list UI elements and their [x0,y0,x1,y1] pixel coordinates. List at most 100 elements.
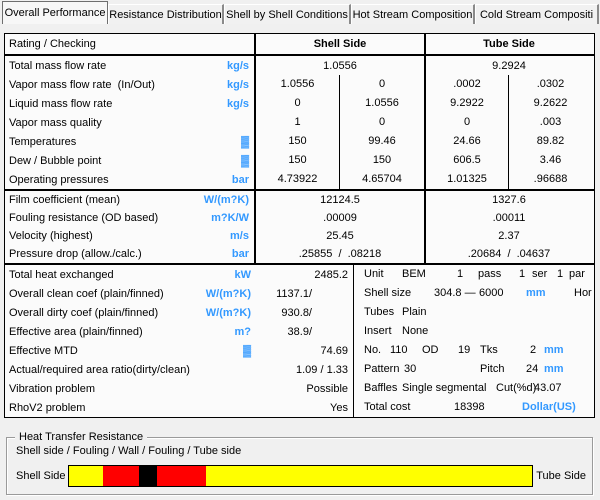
pattern-label: Pattern [364,363,400,375]
cell-value: .003 [539,116,562,128]
table-row: RhoV2 problem Yes [5,398,353,417]
cut-label: Cut(%d) [496,382,537,394]
table-header-row: Rating / Checking Shell Side Tube Side [5,34,594,56]
cell-value: 1.09 / 1.33 [296,363,348,376]
row-unit: bar [231,173,249,186]
tab-label: Hot Stream Composition [352,8,473,21]
tab-hot-stream-composition[interactable]: Hot Stream Composition [351,4,475,24]
row-label: Operating pressures [9,173,109,186]
cell-value: 1 [256,113,340,132]
cell-value: 12124.5 [320,194,360,206]
table-row: Actual/required area ratio(dirty/clean) … [5,360,353,379]
pattern-value: 30 [404,363,417,375]
row-unit: W/(m?K) [203,194,249,206]
header-rating-checking: Rating / Checking [9,38,96,50]
baffles-label: Baffles [364,382,398,394]
tab-label: Shell by Shell Conditions [226,8,348,21]
table-row: Pressure drop (allow./calc.) bar .25855 /… [5,245,594,263]
info-row-baffles: Baffles Single segmental Cut(%d) 43.07 [354,379,594,398]
od-label: OD [422,344,439,356]
cell-value: 930.8/ [281,306,312,319]
group-title: Heat Transfer Resistance [15,430,148,444]
table-row: Overall dirty coef (plain/finned) W/(m?K)… [5,303,353,322]
tubes-label: Tubes [364,306,395,318]
row-unit: kg/s [226,59,249,72]
row-label: Vibration problem [9,382,96,395]
cell-value: .00011 [492,212,526,224]
row-label: Overall dirty coef (plain/finned) [9,306,159,319]
row-unit: m?K/W [211,212,249,224]
unit-label: Unit [364,268,384,280]
parallel-count: 1 [557,268,564,280]
tab-label: Resistance Distribution [109,8,222,21]
cell-value: 1.0556 [365,97,399,109]
cell-value: 0 [378,116,386,128]
row-label: Actual/required area ratio(dirty/clean) [9,363,190,376]
table-row: Vapor mass quality 1 0 0 .003 [5,113,594,132]
tab-shell-by-shell-conditions[interactable]: Shell by Shell Conditions [224,4,351,24]
table-row: Fouling resistance (OD based) m?K/W .0000… [5,209,594,227]
row-label: Total mass flow rate [9,59,107,72]
header-shell-side: Shell Side [313,38,367,50]
cell-value: 150 [372,154,392,166]
thickness-value: 2 [530,344,537,356]
row-unit: kg/s [226,78,249,91]
row-unit: W/(m?K) [205,306,251,319]
info-row-pattern-pitch: Pattern 30 Pitch 24 mm [354,360,594,379]
cell-value: Possible [306,382,348,395]
temperature-unit-icon: ▓ [242,344,251,357]
summary-section: Total heat exchanged kW 2485.2 Overall cl… [5,265,594,417]
pitch-value: 24 [526,363,539,375]
table-row: Effective area (plain/finned) m? 38.9/ [5,322,353,341]
results-tab-bar: Overall Performance Resistance Distribut… [2,1,599,24]
tab-overall-performance[interactable]: Overall Performance [2,1,108,24]
tab-cold-stream-composition[interactable]: Cold Stream Compositi [475,4,599,24]
table-row: Operating pressures bar 4.73922 4.65704 1.… [5,170,594,189]
geometry-info-panel: Unit BEM 1 pass 1 ser 1 par Shell size 3… [354,265,594,417]
series-count: 1 [519,268,526,280]
row-unit: bar [231,248,249,260]
info-row-unit: Unit BEM 1 pass 1 ser 1 par [354,265,594,284]
cell-value: .00009 [323,212,357,224]
cell-value: Yes [330,401,348,414]
info-row-shell-size: Shell size 304.8 — 6000 mm Hor [354,284,594,303]
cell-value: 1.0556 [256,75,340,94]
row-label: RhoV2 problem [9,401,86,414]
table-row: Temperatures ▓ 150 99.46 24.66 89.82 [5,132,594,151]
resistance-segment-tube-side [205,466,533,486]
resistance-segment-shell-fouling [102,466,140,486]
info-row-total-cost: Total cost 18398 Dollar(US) [354,398,594,417]
row-label: Overall clean coef (plain/finned) [9,287,164,300]
cell-value: 4.73922 [256,170,340,189]
row-label: Total heat exchanged [9,268,114,281]
resistance-bar [68,465,534,487]
row-label: Film coefficient (mean) [9,194,121,206]
cell-value: 0 [426,113,509,132]
resistance-segment-tube-fouling [156,466,206,486]
cell-value: 0 [256,94,340,113]
table-row: Total mass flow rate kg/s 1.0556 9.2924 [5,56,594,75]
heat-transfer-resistance-group: Heat Transfer Resistance Shell side / Fo… [6,430,593,495]
row-label: Temperatures [9,135,77,148]
cell-value: 89.82 [536,135,565,147]
tab-label: Cold Stream Compositi [479,8,594,21]
cell-value: 74.69 [320,344,348,357]
cell-value: 1.01325 [426,170,509,189]
tube-side-label: Tube Side [536,470,586,482]
shell-size-label: Shell size [364,287,412,299]
header-tube-side: Tube Side [483,38,535,50]
row-label: Vapor mass quality [9,116,102,129]
total-cost-currency: Dollar(US) [522,401,576,413]
table-row: Liquid mass flow rate kg/s 0 1.0556 9.2922… [5,94,594,113]
passes-count: 1 [457,268,464,280]
table-row: Overall clean coef (plain/finned) W/(m?K)… [5,284,353,303]
cell-value: 1137.1/ [276,287,312,300]
cell-value: .0302 [536,78,565,90]
row-label: Dew / Bubble point [9,154,102,167]
cell-value: .96688 [533,173,568,185]
row-label: Liquid mass flow rate [9,97,113,110]
info-row-tube-dimensions: No. 110 OD 19 Tks 2 mm [354,341,594,360]
table-row: Effective MTD ▓ 74.69 [5,341,353,360]
thickness-label: Tks [480,344,498,356]
tab-resistance-distribution[interactable]: Resistance Distribution [108,4,224,24]
